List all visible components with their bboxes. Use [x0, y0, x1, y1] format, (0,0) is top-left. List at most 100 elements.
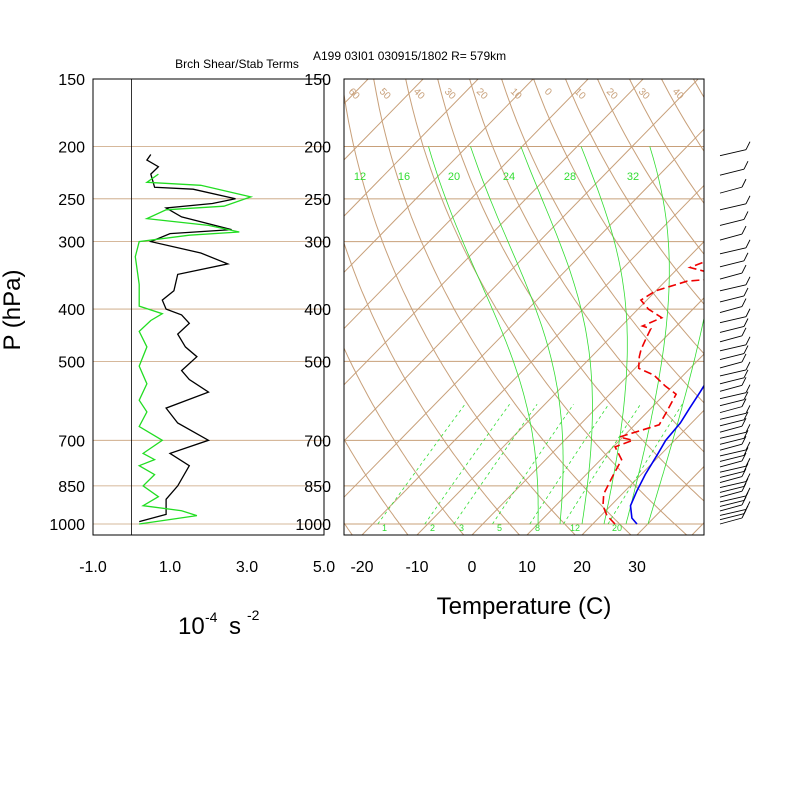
mixing-ratio-top-label: 16 — [398, 171, 410, 183]
right-x-tick-label: 20 — [573, 559, 591, 576]
wind-barb-shaft — [719, 284, 747, 292]
wind-barb-shaft — [719, 465, 747, 473]
left-x-tick-label: 3.0 — [236, 559, 258, 576]
mixing-ratio-top-label: 20 — [448, 171, 460, 183]
wind-barb-flag — [741, 178, 747, 188]
left-y-tick-label: 400 — [58, 302, 85, 319]
wind-barb-shaft — [719, 369, 747, 377]
dry-adiabat-lines — [344, 79, 704, 535]
wind-barb — [719, 435, 747, 451]
wind-barb-flag — [743, 447, 749, 456]
dry-adiabat-line — [344, 347, 465, 535]
dry-adiabat-line — [344, 241, 521, 535]
wind-barb-shaft — [719, 443, 743, 451]
left-x-tick-label: 5.0 — [313, 559, 335, 576]
wind-barb-flag — [741, 452, 747, 462]
dry-adiabat-line — [469, 79, 704, 453]
mixing-ratio-top-label: 24 — [503, 171, 515, 183]
wind-barb — [719, 252, 749, 268]
right-y-tick-label: 1000 — [295, 517, 331, 534]
wind-barb — [719, 441, 751, 457]
mixing-ratio-line — [377, 403, 466, 525]
isotherm-line — [471, 297, 704, 535]
wind-barb-flag — [745, 405, 751, 414]
wind-barb-shaft — [719, 485, 745, 493]
dewpoint-profile-line — [602, 261, 704, 525]
wind-barb-shaft — [719, 203, 747, 211]
dry-adiabat-line — [533, 79, 704, 355]
wind-barb — [719, 361, 751, 377]
wind-barb — [719, 318, 749, 333]
wind-barb-flag — [745, 239, 751, 248]
moist-adiabat-line — [647, 316, 704, 525]
wind-barb-shaft — [719, 218, 745, 226]
wind-barb-flag — [743, 345, 749, 354]
left-x-tick-label: 1.0 — [159, 559, 181, 576]
wind-barb — [719, 195, 751, 211]
right-panel-title: A199 03I01 030915/1802 R= 579km — [313, 49, 506, 63]
left-x-tick-label: -1.0 — [79, 559, 107, 576]
wind-barb-shaft — [719, 361, 743, 369]
wind-barb-flag — [743, 391, 749, 400]
wind-barb — [719, 384, 751, 400]
wind-barb-shaft — [719, 471, 745, 478]
dry-adiabat-line — [564, 79, 704, 305]
wind-barb-shaft — [719, 306, 743, 313]
isotherm-line — [344, 128, 704, 498]
wind-barb-shaft — [719, 399, 745, 407]
mixing-ratio-bottom-label: 12 — [570, 523, 580, 533]
moist-adiabat-line — [580, 146, 628, 525]
wind-barb — [719, 405, 751, 420]
wind-barb — [719, 391, 749, 407]
wind-barb-shaft — [719, 186, 743, 194]
right-y-tick-label: 400 — [304, 302, 331, 319]
isotherm-line — [344, 79, 699, 442]
wind-barb-flag — [745, 501, 751, 510]
right-series-group — [602, 261, 704, 525]
wind-barb — [719, 287, 749, 303]
mixing-ratio-top-labels: 12 16 20 24 28 32 — [354, 171, 639, 183]
right-plot-frame — [343, 78, 705, 536]
left-y-tick-label: 850 — [58, 479, 85, 496]
right-x-tick-label: 10 — [518, 559, 536, 576]
isotherm-line — [361, 184, 704, 535]
wind-barb-flag — [743, 411, 749, 421]
isotherm-line — [344, 79, 589, 330]
x-units-seconds: s — [229, 613, 241, 640]
mixing-ratio-line — [453, 403, 538, 525]
wind-barb-flag — [741, 377, 747, 386]
wind-barb — [719, 501, 751, 516]
wind-barb-shaft — [719, 392, 747, 400]
wind-barb-flag — [745, 195, 751, 205]
left-y-tick-label: 200 — [58, 139, 85, 156]
x-units-seconds-exponent: -2 — [247, 607, 260, 623]
wind-barb — [719, 141, 751, 157]
wind-barb-shaft — [719, 513, 745, 521]
wind-barb-shaft — [719, 295, 745, 303]
right-x-tick-label: 0 — [468, 559, 477, 576]
wind-barb — [719, 430, 749, 445]
wind-barb-flag — [745, 441, 751, 451]
wind-barb — [719, 160, 749, 176]
isotherm-line — [344, 79, 534, 274]
wind-barb-flag — [743, 430, 749, 439]
y-axis-title: P (hPa) — [0, 270, 26, 351]
wind-barb-flag — [741, 264, 747, 274]
dry-adiabat-line — [596, 79, 704, 255]
right-x-tick-label: 30 — [628, 559, 646, 576]
moist-adiabat-line — [625, 146, 670, 525]
wind-barb-flag — [743, 463, 749, 472]
wind-barb — [719, 264, 747, 280]
isotherm-line — [416, 240, 704, 535]
wind-barb-flag — [743, 160, 749, 170]
wind-barb-shaft — [719, 449, 747, 457]
dry-adiabat-line — [373, 79, 632, 535]
left-y-tick-label: 500 — [58, 354, 85, 371]
wind-barb-shaft — [719, 517, 743, 525]
wind-barb-shaft — [719, 504, 743, 512]
wind-barb — [719, 276, 751, 292]
wind-barb — [719, 458, 751, 473]
mixing-ratio-line — [424, 403, 510, 525]
wind-barb-shaft — [719, 326, 745, 333]
